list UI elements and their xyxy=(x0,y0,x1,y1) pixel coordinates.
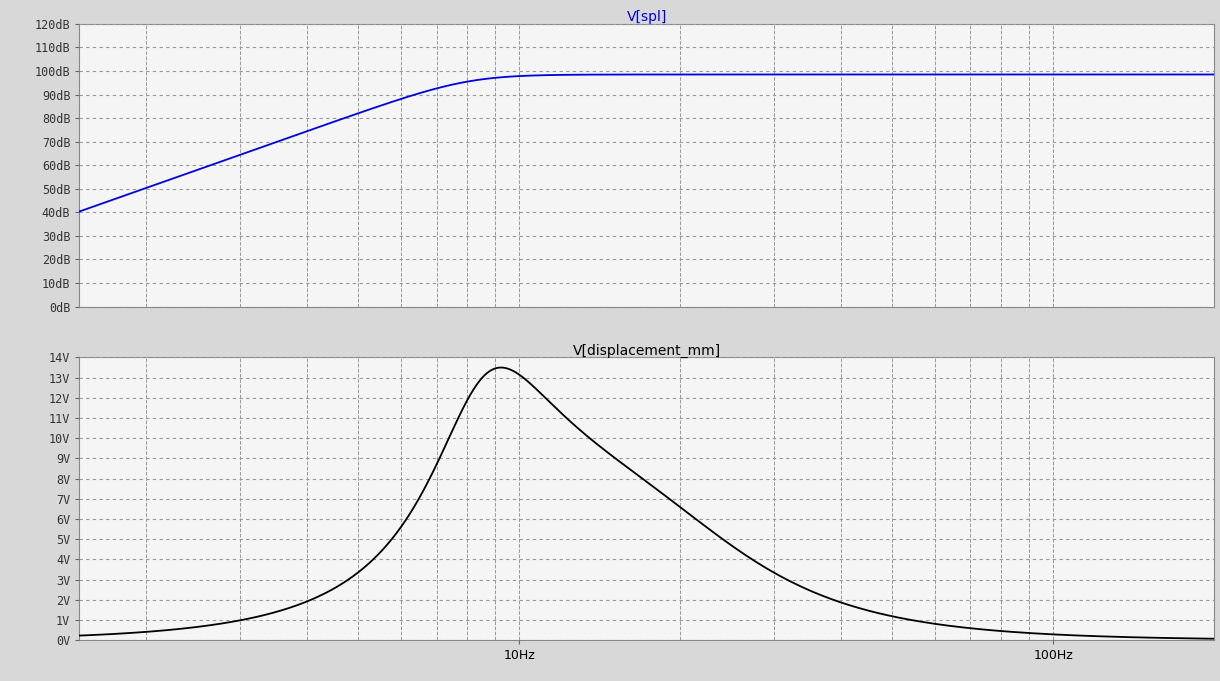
Title: V[displacement_mm]: V[displacement_mm] xyxy=(572,344,721,358)
Title: V[spl]: V[spl] xyxy=(626,10,667,24)
